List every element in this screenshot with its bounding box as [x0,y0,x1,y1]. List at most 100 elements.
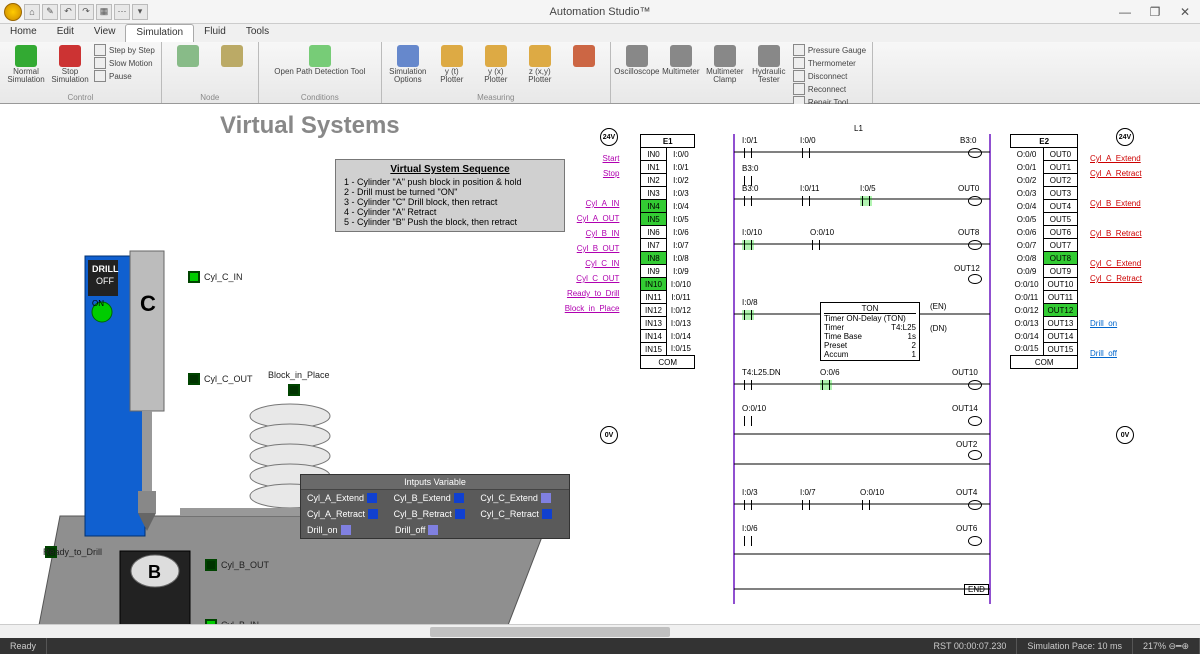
ladder-contact [800,500,812,510]
close-button[interactable]: ✕ [1170,1,1200,23]
ribbon-small-step-by-step[interactable]: Step by Step [94,44,155,56]
ladder-title: L1 [854,124,863,133]
vs-title: Virtual Systems [220,112,400,140]
indicator-label-Block_in_Place: Block_in_Place [268,370,330,380]
ladder-contact [742,380,754,390]
status-rst: RST 00:00:07.230 [924,638,1018,654]
ribbon-stop-sim[interactable]: Stop Simulation [50,44,90,85]
ladder-coil [968,274,982,284]
indicator-label-Cyl_B_OUT: Cyl_B_OUT [221,560,269,570]
ribbon: Normal SimulationStop Simulation Step by … [0,42,1200,104]
ladder-coil [968,240,982,250]
ladder-contact [742,310,754,320]
ribbon-small-reconnect[interactable]: Reconnect [793,83,866,95]
ribbon-mmeter[interactable]: Multimeter [661,44,701,77]
ladder-label: O:0/10 [742,404,766,413]
ladder-label: I:0/1 [742,136,758,145]
qat-btn-3[interactable]: ↶ [60,4,76,20]
ladder-label: (EN) [930,302,946,311]
menu-bar: Home Edit View Simulation Fluid Tools [0,24,1200,42]
ladder-label: OUT2 [956,440,977,449]
ladder-coil [968,500,982,510]
status-bar: Ready RST 00:00:07.230 Simulation Pace: … [0,638,1200,654]
ladder-contact [742,536,754,546]
plc-E2: 24V0VE2O:0/0OUT0O:0/1OUT1O:0/2OUT2O:0/3O… [1010,134,1078,369]
ladder-contact [800,196,812,206]
ladder-label: I:0/7 [800,488,816,497]
indicator-Cyl_C_OUT [188,373,200,385]
qat-btn-7[interactable]: ▾ [132,4,148,20]
qat-btn-6[interactable]: ⋯ [114,4,130,20]
ladder-label: O:0/10 [810,228,834,237]
indicator-Cyl_C_IN [188,271,200,283]
ladder-contact [742,240,754,250]
qat-btn-1[interactable]: ⌂ [24,4,40,20]
ribbon-yx[interactable]: y (x) Plotter [476,44,516,85]
menu-tools[interactable]: Tools [236,24,279,42]
ladder-label: OUT0 [958,184,979,193]
ladder-coil [968,196,982,206]
status-pace: Simulation Pace: 10 ms [1017,638,1133,654]
ladder-label: B3:0 [742,184,758,193]
ribbon-htester[interactable]: Hydraulic Tester [749,44,789,85]
ladder-end: END [964,584,989,595]
menu-simulation[interactable]: Simulation [125,24,194,42]
ladder-coil [968,536,982,546]
ladder-label: (DN) [930,324,947,333]
document-canvas[interactable]: Virtual Systems DRILL OFF ON C A B Cyl_C… [0,104,1200,638]
menu-fluid[interactable]: Fluid [194,24,236,42]
minimize-button[interactable]: — [1110,1,1140,23]
ribbon-oscope[interactable]: Oscilloscope [617,44,657,77]
ladder-contact [742,196,754,206]
indicator-label-Ready_to_Drill: Ready_to_Drill [43,547,102,557]
ladder-label: I:0/5 [860,184,876,193]
ribbon-normal-sim[interactable]: Normal Simulation [6,44,46,85]
svg-text:DRILL: DRILL [92,264,119,274]
status-ready: Ready [0,638,47,654]
menu-edit[interactable]: Edit [47,24,84,42]
svg-text:ON: ON [92,299,104,308]
ribbon-extra[interactable] [564,44,604,69]
qat-btn-2[interactable]: ✎ [42,4,58,20]
ladder-contact [860,196,872,206]
svg-text:OFF: OFF [96,276,114,286]
ribbon-zxy[interactable]: z (x,y) Plotter [520,44,560,85]
ladder-contact [742,148,754,158]
svg-text:C: C [140,291,156,316]
inputs-variable-box: Intputs VariableCyl_A_ExtendCyl_B_Extend… [300,474,570,539]
indicator-Cyl_B_OUT [205,559,217,571]
indicator-label-Cyl_C_OUT: Cyl_C_OUT [204,374,253,384]
ladder-coil [968,450,982,460]
app-logo[interactable] [4,3,22,21]
status-zoom[interactable]: 217% ⊖━⊕ [1133,638,1200,654]
ribbon-node-a[interactable] [168,44,208,69]
ribbon-small-thermometer[interactable]: Thermometer [793,57,866,69]
ladder-contact [800,148,812,158]
indicator-label-Cyl_C_IN: Cyl_C_IN [204,272,243,282]
svg-text:B: B [148,562,161,582]
menu-view[interactable]: View [84,24,126,42]
ribbon-mclamp[interactable]: Multimeter Clamp [705,44,745,85]
plc-E1: 24V0VE1IN0I:0/0IN1I:0/1IN2I:0/2IN3I:0/3I… [640,134,695,369]
ladder-label: OUT14 [952,404,978,413]
ribbon-yt[interactable]: y (t) Plotter [432,44,472,85]
maximize-button[interactable]: ❐ [1140,1,1170,23]
ladder-contact [742,416,754,426]
ladder-label: OUT6 [956,524,977,533]
ton-block: TON Timer ON-Delay (TON) TimerT4:L25Time… [820,302,920,361]
horizontal-scrollbar[interactable] [0,624,1200,638]
qat-btn-4[interactable]: ↷ [78,4,94,20]
ribbon-sim-options[interactable]: Simulation Options [388,44,428,85]
ribbon-small-slow-motion[interactable]: Slow Motion [94,57,155,69]
qat-btn-5[interactable]: ▦ [96,4,112,20]
ribbon-opd[interactable]: Open Path Detection Tool [265,44,375,77]
indicator-Block_in_Place [288,384,300,396]
ribbon-small-pressure-gauge[interactable]: Pressure Gauge [793,44,866,56]
ladder-label: B3:0 [742,164,758,173]
menu-home[interactable]: Home [0,24,47,42]
ladder-label: I:0/3 [742,488,758,497]
ribbon-small-disconnect[interactable]: Disconnect [793,70,866,82]
ribbon-small-pause[interactable]: Pause [94,70,155,82]
ribbon-node-b[interactable] [212,44,252,69]
ladder-contact [742,500,754,510]
